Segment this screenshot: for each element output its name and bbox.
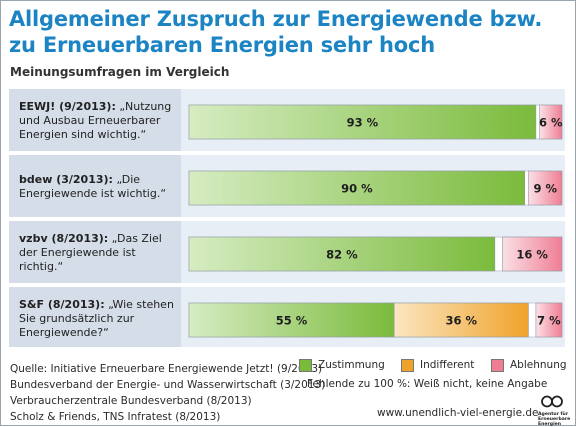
bar-ablehnung	[502, 236, 563, 272]
logo-mark-icon	[541, 395, 563, 408]
title-line-2: zu Erneuerbaren Energien sehr hoch	[9, 33, 435, 57]
row-label-line: Energiewende?“	[19, 326, 109, 339]
source-line-1: Quelle: Initiative Erneuerbare Energiewe…	[10, 363, 323, 375]
bar-ablehnung	[528, 170, 563, 206]
row-label-quote: „Die	[113, 173, 140, 186]
legend-label-ablehnung: Ablehnung	[510, 359, 567, 371]
data-label-zustimmung: 82 %	[326, 248, 358, 262]
data-label-ablehnung: 16 %	[516, 248, 548, 262]
row-label-line: vzbv (8/2013): „Das Ziel	[19, 232, 162, 245]
row-label: EEWJ! (9/2013): „Nutzung und Ausbau Erneu…	[19, 100, 171, 141]
logo-text-2: Erneuerbare	[538, 417, 571, 422]
row-label-quote: „Nutzung	[116, 100, 171, 113]
bar-zustimmung	[188, 104, 537, 140]
chart-row-2: bdew (3/2013): „Die Energiewende ist wich…	[9, 155, 565, 217]
legend-zustimmung: Zustimmung	[299, 358, 385, 372]
row-label-line: richtig.“	[19, 260, 63, 273]
logo-text-3: Energien	[538, 422, 562, 427]
chart-row-4: S&F (8/2013): „Wie stehen Sie grundsätzli…	[9, 287, 565, 347]
row-label-source: EEWJ! (9/2013):	[19, 100, 116, 113]
agency-logo: Agentur für Erneuerbare Energien	[538, 393, 572, 427]
bar-ablehnung	[535, 302, 563, 338]
legend-indifferent: Indifferent	[401, 358, 474, 372]
data-label-ablehnung: 7 %	[537, 314, 561, 328]
chart-row-1: EEWJ! (9/2013): „Nutzung und Ausbau Erneu…	[9, 89, 565, 151]
legend-swatch-zustimmung	[299, 358, 312, 372]
row-label: vzbv (8/2013): „Das Ziel der Energiewende…	[19, 232, 162, 273]
legend-label-indifferent: Indifferent	[420, 359, 475, 371]
row-label-line: bdew (3/2013): „Die	[19, 173, 140, 186]
row-label-panel	[9, 89, 181, 151]
data-label-zustimmung: 55 %	[276, 314, 308, 328]
source-line-3: Verbraucherzentrale Bundesverband (8/201…	[10, 395, 252, 407]
row-label-line: der Energiewende ist	[19, 246, 136, 259]
stacked-bar-chart: EEWJ! (9/2013): „Nutzung und Ausbau Erneu…	[9, 89, 565, 347]
row-label-line: und Ausbau Erneuerbarer	[19, 114, 161, 127]
row-label-quote: „Wie stehen	[105, 298, 174, 311]
data-label-zustimmung: 90 %	[341, 182, 373, 196]
subtitle: Meinungsumfragen im Vergleich	[10, 65, 230, 79]
legend-swatch-ablehnung	[491, 358, 504, 372]
row-label-panel	[9, 155, 181, 217]
bar-zustimmung	[188, 236, 496, 272]
row-label-source: S&F (8/2013):	[19, 298, 105, 311]
bar-zustimmung	[188, 302, 395, 338]
row-label-line: Energien sind wichtig.“	[19, 128, 146, 141]
data-label-zustimmung: 93 %	[347, 116, 379, 130]
row-label-line: Sie grundsätzlich zur	[19, 312, 135, 325]
data-label-indifferent: 36 %	[446, 314, 478, 328]
bar-zustimmung	[188, 170, 526, 206]
bar-ablehnung	[539, 104, 563, 140]
row-label-source: bdew (3/2013):	[19, 173, 113, 186]
data-label-ablehnung: 9 %	[533, 182, 557, 196]
missing-values-note: Fehlende zu 100 %: Weiß nicht, keine Ang…	[307, 378, 548, 390]
row-label: bdew (3/2013): „Die Energiewende ist wich…	[19, 173, 166, 200]
title-line-1: Allgemeiner Zuspruch zur Energiewende bz…	[9, 7, 543, 31]
row-label-panel	[9, 287, 181, 347]
logo-text-1: Agentur für	[538, 412, 569, 417]
row-label-quote: „Das Ziel	[108, 232, 162, 245]
source-line-4: Scholz & Friends, TNS Infratest (8/2013)	[10, 411, 221, 423]
data-label-ablehnung: 6 %	[539, 116, 563, 130]
legend-swatch-indifferent	[401, 358, 414, 372]
row-label-panel	[9, 221, 181, 283]
chart-row-3: vzbv (8/2013): „Das Ziel der Energiewende…	[9, 221, 565, 283]
row-label: S&F (8/2013): „Wie stehen Sie grundsätzli…	[19, 298, 174, 339]
legend-ablehnung: Ablehnung	[491, 358, 567, 372]
row-label-line: Energiewende ist wichtig.“	[19, 187, 166, 200]
legend-label-zustimmung: Zustimmung	[318, 359, 385, 371]
row-label-line: S&F (8/2013): „Wie stehen	[19, 298, 174, 311]
source-line-2: Bundesverband der Energie- und Wasserwir…	[10, 379, 326, 391]
bar-indifferent	[393, 302, 529, 338]
website-link[interactable]: www.unendlich-viel-energie.de	[377, 407, 539, 419]
row-label-line: EEWJ! (9/2013): „Nutzung	[19, 100, 171, 113]
row-label-source: vzbv (8/2013):	[19, 232, 108, 245]
